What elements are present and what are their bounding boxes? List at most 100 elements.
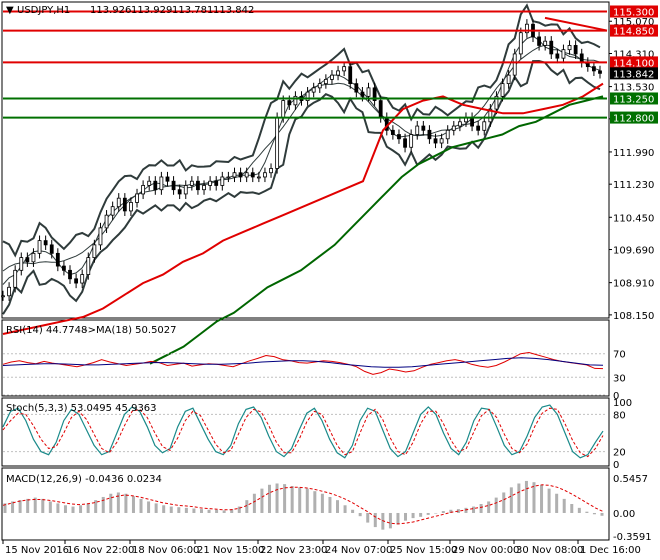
- candle-body: [439, 138, 444, 144]
- macd-histogram-bar: [199, 509, 203, 513]
- macd-histogram-bar: [3, 503, 7, 513]
- candle-body: [183, 185, 188, 195]
- candle-body: [37, 240, 42, 254]
- candle-body: [141, 185, 146, 195]
- price-axis-label: 109.690: [613, 246, 654, 257]
- macd-histogram-bar: [260, 488, 264, 513]
- rsi-axis-label: 0: [613, 391, 619, 402]
- rsi-panel: 70 30 0: [2, 350, 626, 402]
- candle-body: [31, 252, 36, 263]
- candle-body: [232, 172, 237, 178]
- macd-histogram-bar: [388, 512, 392, 529]
- macd-histogram-bar: [109, 493, 113, 513]
- candle-body: [135, 193, 139, 203]
- candle-body: [171, 180, 176, 191]
- price-axis-label: 108.150: [613, 311, 654, 322]
- macd-histogram-bar: [192, 508, 196, 513]
- level-label-114.100: 114.100: [613, 58, 654, 69]
- candle-body: [476, 125, 481, 131]
- rsi-ma-title: ->MA(18) 50.5027: [84, 325, 177, 336]
- macd-histogram-bar: [230, 509, 234, 513]
- candle-body: [409, 134, 414, 148]
- time-axis-label: 24 Nov 07:00: [325, 545, 392, 556]
- candle-body: [287, 100, 292, 106]
- macd-axis-label: 0.5457: [613, 474, 648, 485]
- level-tag-115.300: [610, 5, 658, 18]
- macd-histogram-bar: [94, 500, 98, 513]
- candle-body: [275, 117, 280, 169]
- candle-body: [238, 172, 243, 178]
- candle-body: [360, 91, 365, 97]
- candle-body: [506, 74, 511, 85]
- candle-body: [397, 134, 401, 140]
- macd-histogram-bar: [252, 493, 256, 513]
- rsi-title: RSI(14) 44.7748: [6, 325, 87, 336]
- level-label-112.800: 112.800: [613, 114, 654, 125]
- price-axis-label: 111.230: [613, 180, 654, 191]
- candle-body: [317, 83, 322, 89]
- ohlc-open: 113.926: [90, 5, 131, 16]
- macd-axis-label: 0.00: [613, 509, 635, 520]
- candle-body: [19, 257, 24, 271]
- ohlc-high: 113.929: [131, 5, 172, 16]
- macd-histogram-bar: [570, 504, 574, 513]
- stoch-axis-label: 0: [613, 460, 619, 471]
- macd-histogram-bar: [426, 512, 430, 515]
- macd-histogram-bar: [320, 493, 324, 513]
- macd-histogram-bar: [366, 512, 370, 523]
- chart-symbol-dropdown-icon[interactable]: ▼: [6, 5, 14, 16]
- candle-body: [415, 125, 420, 135]
- macd-histogram-bar: [41, 498, 45, 513]
- candle-body: [1, 295, 5, 298]
- macd-histogram-bar: [290, 486, 294, 513]
- macd-histogram-bar: [449, 509, 453, 513]
- candle-body: [98, 227, 103, 246]
- rsi-line: [2, 351, 604, 375]
- macd-histogram-bar: [139, 498, 143, 513]
- candle-body: [226, 176, 231, 179]
- candle-body: [366, 87, 371, 97]
- macd-histogram-bar: [404, 512, 408, 521]
- macd-histogram-bar: [592, 512, 596, 515]
- macd-histogram-bar: [245, 500, 249, 513]
- macd-histogram-bar: [351, 509, 355, 513]
- candle-body: [390, 129, 395, 135]
- price-panel-frame: [1, 1, 610, 319]
- stoch-axis-label: 80: [613, 410, 626, 421]
- macd-histogram-bar: [494, 497, 498, 513]
- level-label-115.300: 115.300: [613, 7, 654, 18]
- candle-body: [25, 257, 30, 263]
- candle-body: [549, 40, 554, 55]
- candle-body: [512, 53, 517, 76]
- candle-body: [403, 138, 407, 148]
- macd-histogram-bar: [124, 493, 128, 513]
- candle-body: [86, 257, 91, 275]
- macd-panel: 0.5457 0.00 -0.3591: [2, 474, 652, 543]
- time-axis-label: 15 Nov 2016: [5, 545, 69, 556]
- macd-histogram-bar: [336, 500, 340, 513]
- macd-histogram-bar: [456, 509, 460, 513]
- candle-body: [80, 274, 85, 284]
- macd-histogram-bar: [472, 506, 476, 513]
- candle-body: [518, 32, 523, 55]
- macd-histogram-bar: [169, 506, 173, 513]
- time-axis-label: 1 Dec 16:00: [580, 545, 641, 556]
- macd-histogram-bar: [18, 500, 22, 513]
- macd-histogram-bar: [381, 512, 385, 530]
- candle-body: [269, 168, 273, 174]
- candle-body: [561, 49, 566, 59]
- candle-body: [567, 45, 572, 51]
- rsi-axis-label: 70: [613, 350, 626, 361]
- candle-body: [378, 100, 383, 118]
- candle-body: [208, 180, 213, 186]
- candle-body: [7, 286, 11, 297]
- candle-body: [555, 53, 560, 59]
- candle-body: [451, 125, 456, 131]
- macd-histogram-bar: [267, 484, 271, 513]
- candle-body: [147, 180, 152, 186]
- candle-body: [354, 83, 359, 93]
- macd-histogram-bar: [343, 505, 347, 513]
- candle-body: [122, 197, 127, 212]
- candle-body: [592, 66, 596, 72]
- stoch-signal-line: [2, 407, 604, 458]
